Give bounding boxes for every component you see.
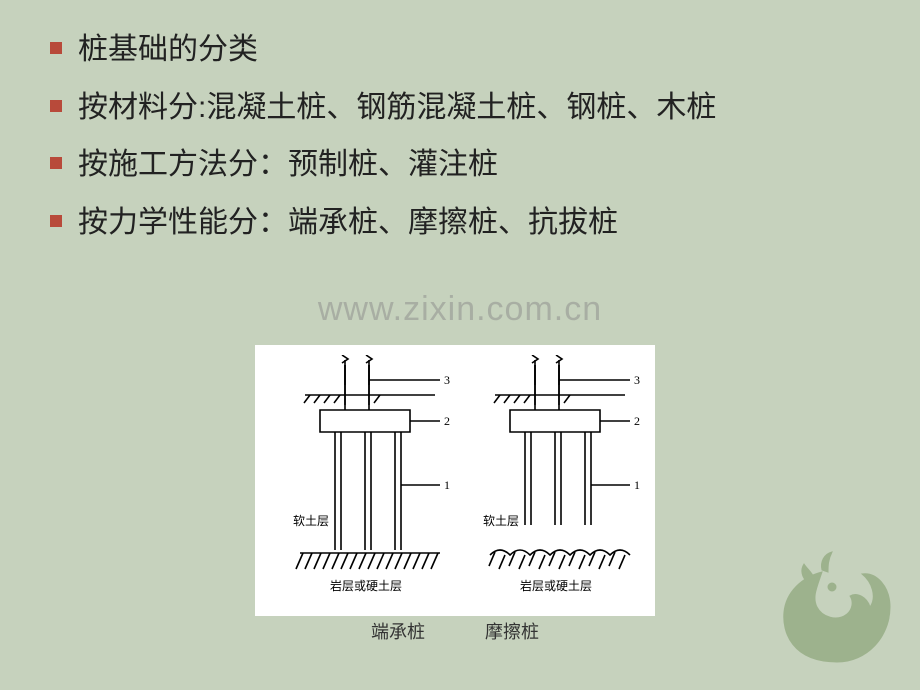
svg-text:2: 2 bbox=[444, 414, 450, 428]
list-item: 桩基础的分类 bbox=[50, 28, 880, 72]
list-item: 按力学性能分：端承桩、摩擦桩、抗拔桩 bbox=[50, 201, 880, 245]
svg-text:岩层或硬土层: 岩层或硬土层 bbox=[520, 578, 592, 593]
svg-text:软土层: 软土层 bbox=[483, 514, 519, 528]
bullet-text: 按力学性能分：端承桩、摩擦桩、抗拔桩 bbox=[78, 201, 618, 245]
svg-text:3: 3 bbox=[444, 373, 450, 387]
svg-text:软土层: 软土层 bbox=[293, 514, 329, 528]
pile-diagram-svg: 软土层岩层或硬土层 3 2 1 软土层岩层或硬土层 3 2 1 bbox=[265, 355, 645, 605]
svg-text:1: 1 bbox=[634, 478, 640, 492]
caption-left: 端承桩 bbox=[371, 618, 425, 644]
bullet-text: 按施工方法分：预制桩、灌注桩 bbox=[78, 143, 498, 187]
svg-text:3: 3 bbox=[634, 373, 640, 387]
bullet-text: 按材料分:混凝土桩、钢筋混凝土桩、钢桩、木桩 bbox=[78, 86, 716, 130]
bullet-marker-icon bbox=[50, 100, 62, 112]
caption-right: 摩擦桩 bbox=[485, 618, 539, 644]
dragon-ornament-icon bbox=[772, 542, 902, 672]
bullet-marker-icon bbox=[50, 215, 62, 227]
pile-diagram: 软土层岩层或硬土层 3 2 1 软土层岩层或硬土层 3 2 1 bbox=[255, 345, 655, 616]
bullet-list: 桩基础的分类 按材料分:混凝土桩、钢筋混凝土桩、钢桩、木桩 按施工方法分：预制桩… bbox=[0, 0, 920, 244]
diagram-captions: 端承桩 摩擦桩 bbox=[255, 618, 655, 644]
watermark-text: www.zixin.com.cn bbox=[0, 290, 920, 329]
bullet-marker-icon bbox=[50, 157, 62, 169]
svg-text:1: 1 bbox=[444, 478, 450, 492]
list-item: 按材料分:混凝土桩、钢筋混凝土桩、钢桩、木桩 bbox=[50, 86, 880, 130]
svg-text:2: 2 bbox=[634, 414, 640, 428]
svg-text:岩层或硬土层: 岩层或硬土层 bbox=[330, 578, 402, 593]
list-item: 按施工方法分：预制桩、灌注桩 bbox=[50, 143, 880, 187]
bullet-text: 桩基础的分类 bbox=[78, 28, 258, 72]
bullet-marker-icon bbox=[50, 42, 62, 54]
